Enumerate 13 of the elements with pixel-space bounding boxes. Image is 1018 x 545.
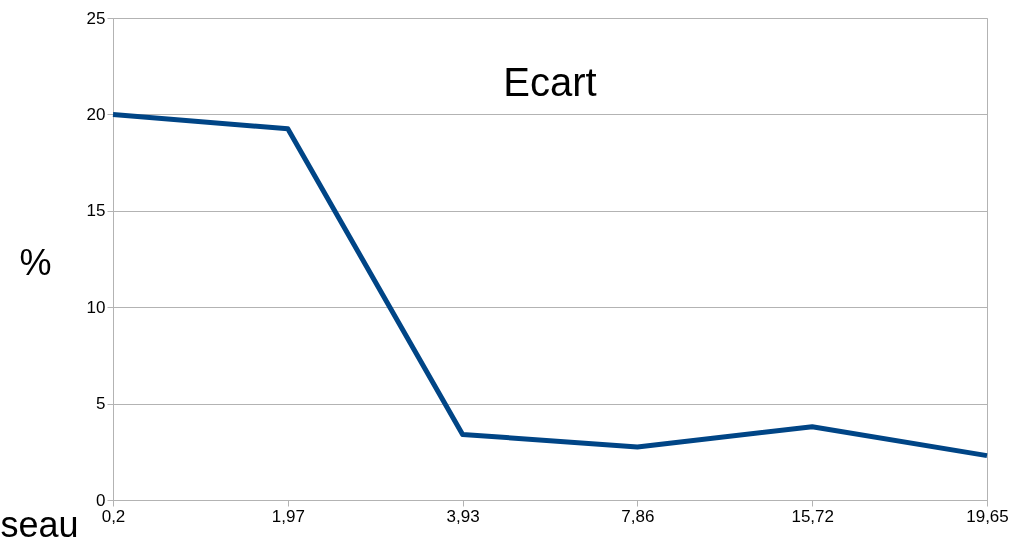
y-tick-label: 15	[86, 201, 106, 221]
x-tick-label: 7,86	[621, 506, 655, 526]
text: Ecart	[503, 60, 597, 104]
y-tick-label: 25	[86, 8, 106, 28]
x-tick-label: 15,72	[791, 506, 834, 526]
y-tick-label: 5	[96, 394, 106, 414]
y-axis-title: %	[19, 241, 52, 283]
x-tick-label: 19,65	[966, 506, 1009, 526]
y-tick-label: 10	[86, 297, 106, 317]
x-tick-label: 3,93	[446, 506, 480, 526]
y-tick-label: 20	[86, 104, 106, 124]
x-axis-title: seau	[0, 503, 79, 545]
x-tick-label: 1,97	[271, 506, 305, 526]
